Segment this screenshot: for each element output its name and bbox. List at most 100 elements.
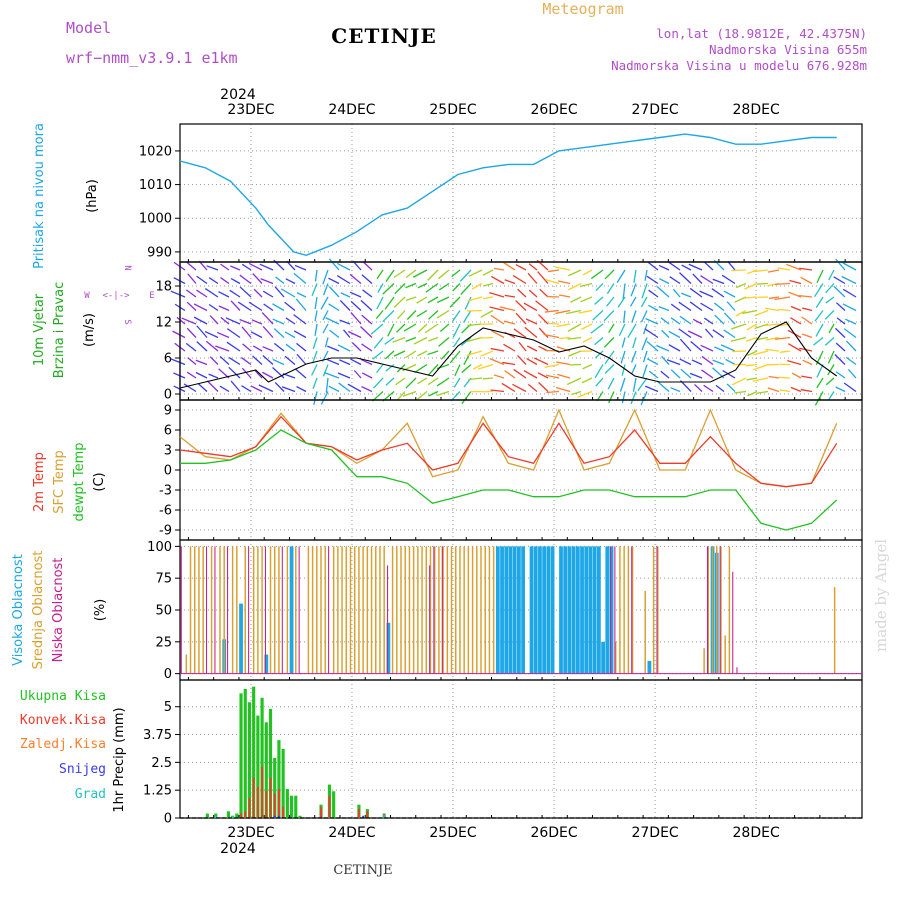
low-cloud-bar: [656, 546, 658, 674]
wind-arrow: [273, 342, 285, 352]
total-precip-bar: [235, 813, 239, 818]
wind-arrow: [594, 364, 604, 379]
precip-panel: 0 1.25 2.5 3.75 5: [143, 679, 863, 827]
cloud-ylabel-2-text: Srednja Oblacnost: [31, 551, 46, 670]
total-precip-bar: [289, 795, 294, 818]
wind-arrow: [746, 377, 758, 381]
wind-arrow: [285, 343, 296, 352]
wind-arrow: [774, 296, 791, 301]
wind-arrow: [568, 269, 582, 277]
wind-arrow: [415, 390, 428, 402]
wind-arrow: [515, 300, 527, 311]
wind-arrow: [428, 390, 439, 397]
temp-ytick-label: 0: [164, 464, 172, 479]
footer-station: CETINJE: [333, 863, 392, 878]
wind-arrow: [325, 377, 329, 393]
wind-arrow: [690, 341, 703, 352]
legend-grad: Grad: [75, 787, 106, 802]
wind-arrow: [489, 306, 505, 312]
pressure-ytick-label: 1000: [139, 212, 172, 227]
wind-arrow: [513, 328, 527, 339]
wind-arrow: [328, 303, 340, 312]
wind-arrow: [582, 336, 593, 343]
pressure-line: [179, 133, 837, 257]
wind-arrow: [765, 336, 780, 341]
wind-arrow: [343, 329, 351, 338]
wind-arrow: [723, 312, 736, 325]
wind-arrow: [637, 377, 648, 392]
wind-arrow: [461, 391, 472, 405]
wind-arrow: [633, 269, 637, 283]
grad-bar: [231, 815, 234, 818]
mid-cloud-bar: [353, 546, 356, 674]
conv-precip-bar: [273, 793, 276, 818]
wind-arrow: [350, 311, 362, 325]
wind-arrow: [681, 264, 692, 271]
wind-arrow: [801, 316, 813, 325]
total-precip-bar: [285, 789, 289, 818]
wind-arrow: [703, 261, 714, 271]
mid-cloud-bar: [716, 546, 718, 674]
wind-arrow: [350, 300, 362, 311]
pressure-ytick-label: 1020: [139, 144, 172, 159]
mid-cloud-bar: [703, 648, 705, 674]
wind-arrow: [252, 355, 263, 365]
wind-arrow: [503, 320, 516, 325]
wind-arrow: [545, 374, 560, 379]
mid-cloud-bar: [231, 546, 234, 674]
wind-arrow: [835, 258, 846, 271]
wind-arrow: [439, 323, 450, 333]
top-date-label: 27DEC: [631, 102, 678, 118]
wind-arrow: [512, 383, 527, 393]
wind-arrow: [836, 317, 846, 325]
wind-arrow: [176, 316, 186, 325]
precip-ytick-label: 5: [164, 700, 172, 715]
wind-arrow: [452, 323, 461, 338]
wind-arrow: [329, 329, 340, 339]
pressure-ytick-label: 1010: [139, 178, 172, 193]
wind-arrow: [767, 269, 780, 273]
wind-arrow: [668, 344, 681, 352]
wind-arrow: [721, 274, 736, 285]
wind-arrow: [284, 331, 296, 339]
wind-arrow: [314, 296, 318, 310]
conv-precip-bar: [244, 811, 247, 818]
wind-arrow: [703, 384, 714, 393]
wind-arrow: [262, 371, 274, 379]
high-cloud-bar: [495, 546, 500, 674]
wind-arrow: [620, 350, 626, 364]
wind-arrow: [828, 269, 835, 281]
wind-arrow: [314, 323, 318, 336]
wind-arrow: [596, 391, 604, 402]
wind-arrow: [259, 263, 274, 271]
wind-arrow: [285, 317, 296, 325]
mid-cloud-bar: [408, 546, 411, 674]
wind-arrow: [816, 377, 824, 389]
mid-cloud-bar: [210, 546, 213, 674]
mid-cloud-bar: [257, 546, 259, 674]
wind-arrow: [555, 386, 571, 393]
mid-cloud-bar: [463, 546, 465, 674]
wind-arrow: [679, 315, 692, 325]
wind-arrow: [449, 350, 461, 364]
wind-arrow: [594, 337, 604, 346]
meteogram-label: Meteogram: [542, 0, 623, 18]
temp-ylabel-1-text: 2m Temp: [32, 452, 47, 512]
wind-arrow: [834, 354, 846, 365]
wind-arrow: [732, 350, 747, 353]
mid-cloud-bar: [619, 546, 621, 674]
wind-arrow: [466, 350, 483, 356]
wind-arrow: [196, 289, 208, 298]
wind-arrow: [535, 300, 549, 312]
mid-cloud-bar: [311, 546, 314, 674]
legend-conv: Konvek.Kisa: [20, 713, 106, 728]
wind-arrow: [208, 303, 219, 312]
wind-arrow: [208, 373, 219, 379]
wind-arrow: [778, 376, 791, 379]
wind-arrow: [570, 296, 582, 303]
wind-arrow: [477, 363, 494, 370]
wind-arrow: [468, 269, 483, 277]
wind-arrow: [196, 341, 208, 352]
wind-arrow: [220, 277, 230, 285]
low-cloud-bar: [429, 565, 431, 674]
